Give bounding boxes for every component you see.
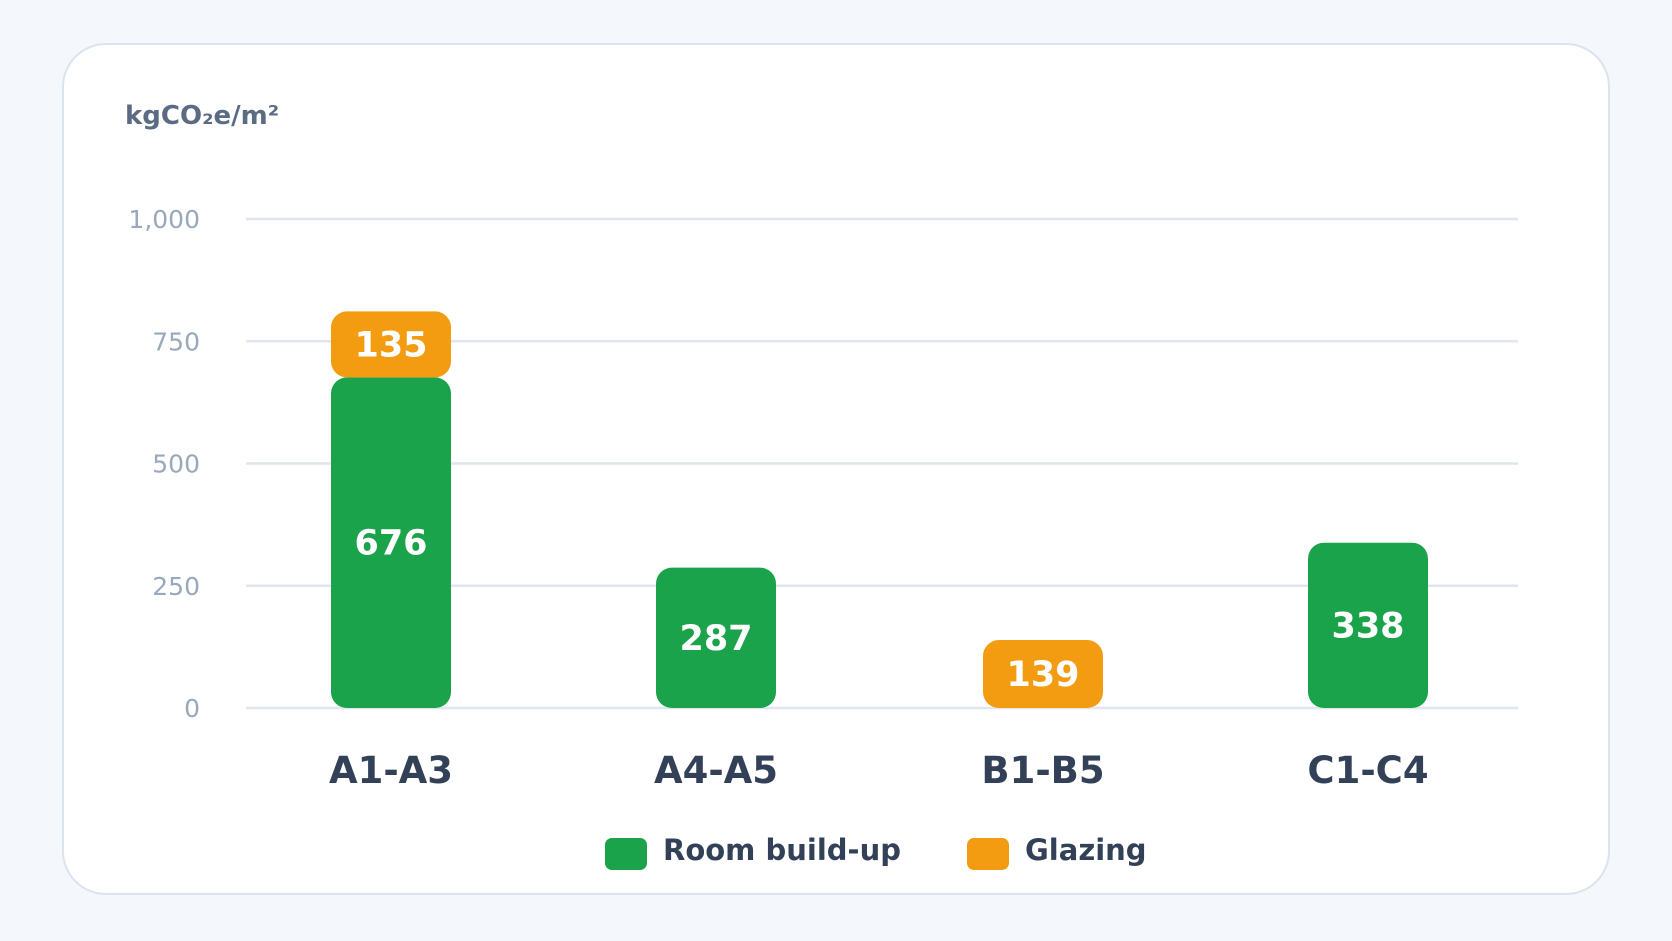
gridlines (246, 217, 1518, 710)
bar-value-label: 287 (679, 619, 752, 659)
bar-value-label: 135 (354, 325, 427, 365)
bar-value-label: 676 (354, 524, 427, 564)
y-axis-ticks: 0 250 500 750 1,000 (128, 205, 200, 723)
chart-card (62, 43, 1610, 895)
x-axis-labels: A1-A3 A4-A5 B1-B5 C1-C4 (329, 749, 1429, 792)
y-tick-label: 1,000 (128, 205, 200, 234)
bar-room-build-up-a4-a5 (656, 567, 776, 708)
bar-value-label: 139 (1006, 655, 1079, 695)
legend-label: Glazing (1025, 833, 1147, 867)
y-axis-unit-label: kgCO₂e/m² (125, 101, 279, 131)
y-tick-label: 0 (184, 694, 200, 723)
bar-room-build-up-a1-a3 (331, 377, 451, 708)
y-tick-label: 500 (152, 450, 200, 479)
x-category-label: B1-B5 (981, 749, 1104, 792)
legend-swatch (605, 838, 647, 870)
y-tick-label: 750 (152, 327, 200, 356)
bar-glazing-b1-b5 (983, 640, 1103, 708)
x-category-label: A4-A5 (654, 749, 778, 792)
x-category-label: C1-C4 (1307, 749, 1428, 792)
bar-room-build-up-c1-c4 (1308, 542, 1428, 708)
legend: Room build-up Glazing (605, 833, 1147, 870)
bar-value-label: 338 (1331, 606, 1404, 646)
bar-glazing-a1-a3 (331, 311, 451, 378)
y-tick-label: 250 (152, 572, 200, 601)
bars: 676 135 287 139 338 (331, 311, 1428, 708)
x-category-label: A1-A3 (329, 749, 453, 792)
legend-swatch (967, 838, 1009, 870)
legend-label: Room build-up (663, 833, 901, 867)
